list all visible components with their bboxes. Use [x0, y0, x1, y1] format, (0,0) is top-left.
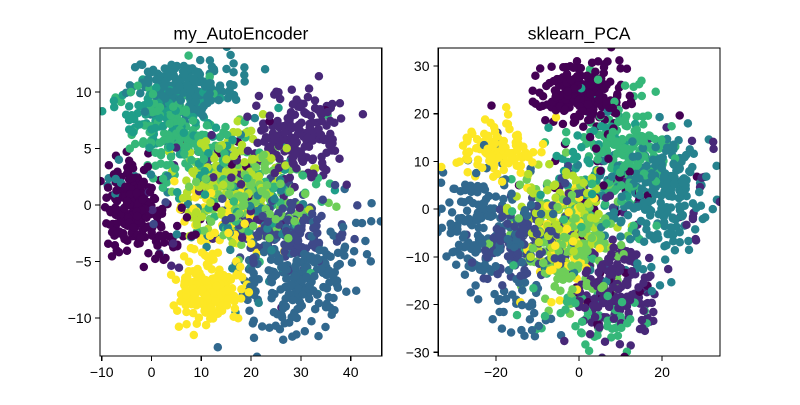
svg-text:20: 20 — [243, 364, 259, 380]
svg-text:30: 30 — [414, 58, 430, 74]
svg-text:0: 0 — [148, 364, 156, 380]
svg-text:20: 20 — [654, 364, 670, 380]
svg-text:5: 5 — [84, 141, 92, 157]
svg-text:0: 0 — [84, 197, 92, 213]
svg-text:10: 10 — [414, 153, 430, 169]
svg-text:−5: −5 — [76, 254, 92, 270]
svg-text:−10: −10 — [406, 249, 430, 265]
svg-text:sklearn_PCA: sklearn_PCA — [528, 24, 631, 45]
svg-text:−20: −20 — [484, 364, 508, 380]
svg-text:0: 0 — [575, 364, 583, 380]
svg-text:−10: −10 — [90, 364, 114, 380]
svg-text:−20: −20 — [406, 297, 430, 313]
svg-text:−30: −30 — [406, 344, 430, 360]
svg-text:40: 40 — [343, 364, 359, 380]
svg-text:30: 30 — [293, 364, 309, 380]
svg-text:20: 20 — [414, 106, 430, 122]
svg-text:my_AutoEncoder: my_AutoEncoder — [173, 24, 308, 45]
svg-text:10: 10 — [194, 364, 210, 380]
svg-text:0: 0 — [422, 201, 430, 217]
svg-text:−10: −10 — [68, 310, 92, 326]
svg-text:10: 10 — [76, 84, 92, 100]
